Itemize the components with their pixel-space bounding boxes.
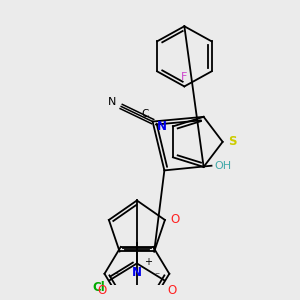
Text: N: N — [132, 266, 142, 279]
Text: +: + — [144, 256, 152, 267]
Text: Cl: Cl — [92, 281, 105, 294]
Text: O: O — [171, 214, 180, 226]
Text: F: F — [181, 72, 188, 82]
Text: N: N — [157, 120, 167, 133]
Text: N: N — [108, 97, 116, 107]
Text: OH: OH — [214, 161, 232, 171]
Text: O: O — [97, 284, 106, 297]
Text: ⁻: ⁻ — [154, 272, 160, 282]
Text: O: O — [167, 284, 177, 297]
Text: C: C — [141, 109, 149, 119]
Text: ⁻: ⁻ — [113, 272, 119, 282]
Text: S: S — [229, 135, 237, 148]
